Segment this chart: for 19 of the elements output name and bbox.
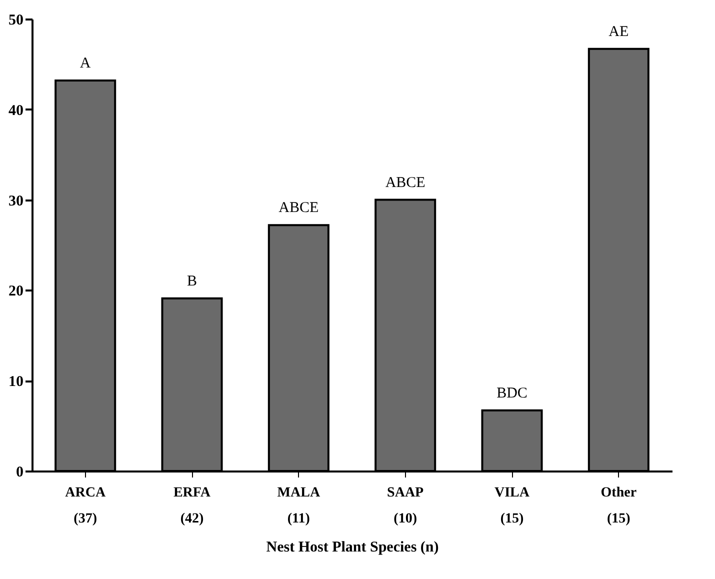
annotation: ABCE xyxy=(385,174,426,191)
annotation: B xyxy=(186,273,198,290)
x-tick-label: ARCA (37) xyxy=(65,486,106,526)
x-tick-label: SAAP (10) xyxy=(387,486,424,526)
annotation: ABCE xyxy=(278,200,319,216)
x-tick-label: ERFA (42) xyxy=(173,486,212,526)
y-tick-label: 10 xyxy=(8,374,24,390)
annotation: A xyxy=(80,55,91,72)
x-tick-label: VILA (15) xyxy=(494,486,530,526)
y-tick-label: 20 xyxy=(8,284,24,300)
x-tick-label: MALA (11) xyxy=(277,486,321,526)
annotation: BDC xyxy=(496,385,528,402)
y-tick-label: 50 xyxy=(8,12,24,28)
y-tick-label: 30 xyxy=(8,193,24,210)
x-axis-title: Nest Host Plant Species (n) xyxy=(266,540,439,556)
y-tick-label: 0 xyxy=(16,464,24,480)
annotation: AE xyxy=(608,24,629,40)
x-tick-label: Other (15) xyxy=(600,486,637,526)
y-tick-label: 40 xyxy=(8,102,24,119)
